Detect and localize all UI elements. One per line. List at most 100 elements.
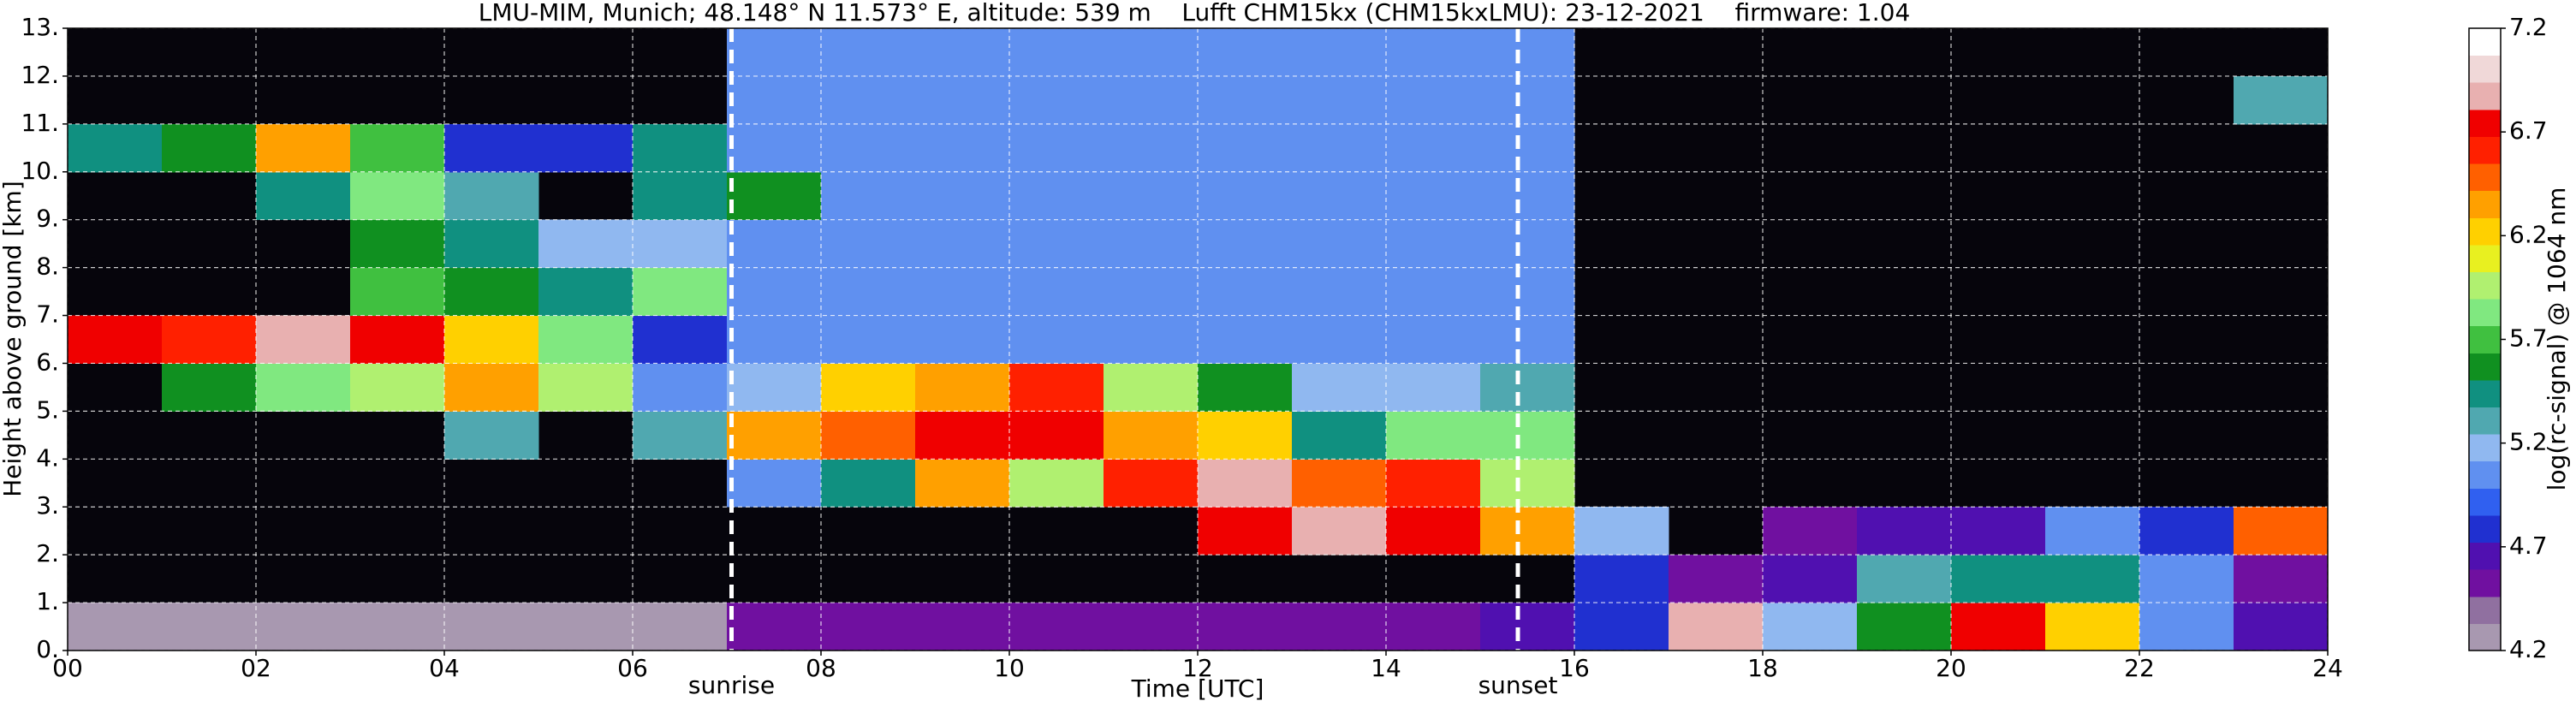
heatmap-cell	[444, 411, 539, 460]
heatmap-cell	[1198, 411, 1293, 460]
colorbar-swatch	[2469, 299, 2501, 327]
heatmap-cell	[2045, 507, 2140, 556]
x-tick-label: 20	[1936, 654, 1966, 682]
heatmap-cell	[1951, 555, 2046, 603]
heatmap-cell	[633, 315, 728, 364]
heatmap-cell	[350, 171, 445, 221]
colorbar-swatch	[2469, 460, 2501, 489]
heatmap-cell	[1480, 507, 1575, 556]
heatmap-cell	[727, 28, 822, 77]
heatmap-cell	[350, 267, 445, 317]
colorbar-swatch	[2469, 190, 2501, 218]
heatmap-cell	[1386, 267, 1481, 317]
heatmap-cell	[1009, 459, 1104, 508]
heatmap-cell	[1763, 507, 1858, 556]
colorbar-swatch	[2469, 244, 2501, 272]
colorbar-swatch	[2469, 163, 2501, 192]
x-tick-label: 00	[52, 654, 83, 682]
y-tick-label: 1.	[36, 587, 59, 615]
plot-frame	[67, 27, 2329, 651]
heatmap-cell	[1198, 363, 1293, 412]
heatmap-cell	[1386, 411, 1481, 460]
heatmap-cell	[727, 603, 822, 651]
heatmap-cell	[1292, 315, 1387, 364]
heatmap-cell	[821, 75, 916, 125]
heatmap-cell	[1480, 75, 1575, 125]
heatmap-cell	[2234, 555, 2329, 603]
heatmap-cell	[1009, 75, 1104, 125]
heatmap-cell	[633, 219, 728, 269]
heatmap-cell	[538, 315, 634, 364]
heatmap-cell	[1480, 603, 1575, 651]
heatmap-cell	[1009, 171, 1104, 221]
heatmap-cell	[1292, 123, 1387, 173]
colorbar-tick-label: 5.2	[2509, 428, 2548, 456]
heatmap-cell	[538, 603, 634, 651]
heatmap-cell	[1480, 171, 1575, 221]
colorbar-swatch	[2469, 407, 2501, 435]
heatmap-cell	[821, 219, 916, 269]
heatmap-cell	[1386, 315, 1481, 364]
heatmap-cell	[2045, 555, 2140, 603]
annotation-label: sunset	[1478, 671, 1558, 699]
heatmap-cell	[1104, 171, 1199, 221]
heatmap-cell	[821, 411, 916, 460]
heatmap-cell	[444, 123, 539, 173]
colorbar-tick-label: 4.2	[2509, 635, 2548, 663]
heatmap-cell	[1386, 28, 1481, 77]
colorbar-swatch	[2469, 82, 2501, 110]
heatmap-cell	[727, 123, 822, 173]
heatmap-cell	[2045, 603, 2140, 651]
heatmap-cell	[915, 28, 1010, 77]
colorbar-tick-label: 4.7	[2509, 532, 2548, 560]
heatmap-cell	[633, 171, 728, 221]
heatmap-cell	[1104, 603, 1199, 651]
heatmap-cell	[162, 603, 257, 651]
x-tick-label: 08	[806, 654, 836, 682]
heatmap-cell	[1951, 507, 2046, 556]
heatmap-cell	[1292, 28, 1387, 77]
colorbar-swatch	[2469, 569, 2501, 597]
heatmap-cell	[2234, 507, 2329, 556]
y-tick-label: 4.	[36, 443, 59, 472]
annotation-label: sunrise	[688, 671, 775, 699]
colorbar-label: log(rc-signal) @ 1064 nm	[2543, 187, 2571, 491]
heatmap-cell	[256, 123, 351, 173]
heatmap-cell	[727, 171, 822, 221]
heatmap-cell	[256, 315, 351, 364]
heatmap-cell	[915, 459, 1010, 508]
heatmap-cell	[915, 363, 1010, 412]
heatmap-cell	[1386, 219, 1481, 269]
heatmap-cell	[1386, 603, 1481, 651]
y-tick-label: 11.	[21, 109, 59, 137]
heatmap-cell	[162, 123, 257, 173]
y-tick-label: 12.	[21, 61, 59, 89]
heatmap-cell	[1009, 123, 1104, 173]
heatmap-cell	[350, 219, 445, 269]
heatmap-cell	[915, 171, 1010, 221]
heatmap-cell	[256, 171, 351, 221]
colorbar-tick-label: 6.2	[2509, 220, 2548, 248]
heatmap-cell	[350, 363, 445, 412]
heatmap-cell	[727, 411, 822, 460]
heatmap-cell	[633, 123, 728, 173]
heatmap-cell	[1386, 123, 1481, 173]
heatmap-cell	[1386, 171, 1481, 221]
colorbar-swatch	[2469, 379, 2501, 408]
heatmap-cell	[1104, 123, 1199, 173]
x-axis-label: Time [UTC]	[1131, 674, 1264, 703]
colorbar-swatch	[2469, 514, 2501, 544]
heatmap-cell	[162, 363, 257, 412]
colorbar-tick-label: 7.2	[2509, 13, 2548, 41]
y-axis-label: Height above ground [km]	[0, 181, 27, 497]
x-tick-label: 14	[1371, 654, 1401, 682]
x-tick-label: 10	[994, 654, 1025, 682]
heatmap-cell	[1480, 411, 1575, 460]
heatmap-cell	[1104, 411, 1199, 460]
heatmap-cell	[538, 363, 634, 412]
heatmap-cell	[1292, 507, 1387, 556]
heatmap-cell	[1480, 315, 1575, 364]
heatmap-cell	[1763, 603, 1858, 651]
x-tick-label: 06	[617, 654, 648, 682]
y-tick-label: 3.	[36, 491, 59, 520]
